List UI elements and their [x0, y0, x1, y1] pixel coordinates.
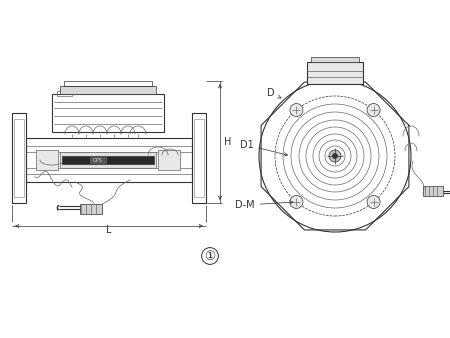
Bar: [423, 186, 443, 196]
Bar: [12, 113, 26, 203]
Bar: [36, 150, 58, 170]
Bar: [60, 86, 156, 94]
Bar: [158, 150, 180, 170]
Text: D1: D1: [240, 140, 288, 156]
Text: GPS: GPS: [93, 158, 103, 163]
Bar: [307, 62, 363, 84]
Bar: [62, 156, 154, 164]
Bar: [60, 152, 156, 168]
Bar: [64, 81, 152, 86]
Bar: [311, 57, 359, 62]
Text: H: H: [224, 137, 231, 147]
Circle shape: [290, 103, 303, 117]
Circle shape: [290, 195, 303, 209]
Bar: [14, 119, 24, 197]
Text: D-M: D-M: [235, 200, 293, 210]
Circle shape: [367, 195, 380, 209]
Text: L: L: [106, 225, 112, 235]
Bar: [194, 119, 204, 197]
Bar: [52, 94, 164, 132]
Circle shape: [367, 103, 380, 117]
Text: D: D: [267, 88, 281, 98]
Bar: [80, 204, 102, 214]
Circle shape: [333, 153, 338, 159]
Circle shape: [329, 150, 341, 162]
Bar: [192, 113, 206, 203]
Text: ①: ①: [204, 249, 216, 263]
Bar: [90, 157, 106, 163]
Bar: [57, 91, 72, 96]
